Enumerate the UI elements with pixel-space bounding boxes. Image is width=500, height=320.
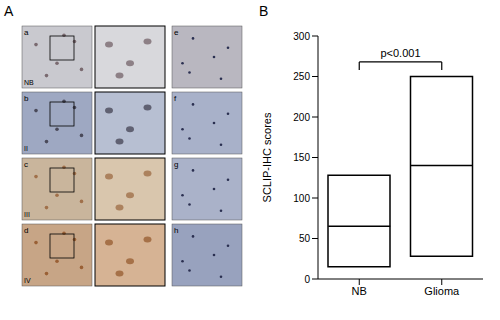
svg-text:300: 300	[293, 31, 310, 42]
svg-text:e: e	[174, 28, 179, 37]
svg-text:a: a	[24, 28, 29, 37]
svg-text:SCLIP-IHC scores: SCLIP-IHC scores	[261, 112, 273, 202]
svg-text:c: c	[24, 160, 28, 169]
svg-text:II: II	[24, 145, 28, 152]
svg-text:B: B	[259, 3, 268, 19]
svg-text:150: 150	[293, 152, 310, 163]
svg-text:0: 0	[304, 274, 310, 285]
svg-text:h: h	[174, 226, 178, 235]
svg-text:p<0.001: p<0.001	[380, 47, 420, 59]
svg-text:IV: IV	[24, 277, 31, 284]
svg-text:d: d	[24, 226, 28, 235]
svg-text:b: b	[24, 94, 29, 103]
svg-text:Glioma: Glioma	[424, 285, 460, 297]
svg-text:50: 50	[299, 233, 311, 244]
svg-text:100: 100	[293, 193, 310, 204]
svg-text:III: III	[24, 211, 30, 218]
svg-text:250: 250	[293, 71, 310, 82]
svg-text:f: f	[174, 94, 177, 103]
svg-text:NB: NB	[352, 285, 367, 297]
svg-text:g: g	[174, 160, 178, 169]
svg-text:A: A	[8, 3, 14, 19]
svg-text:200: 200	[293, 112, 310, 123]
svg-text:NB: NB	[24, 79, 34, 86]
